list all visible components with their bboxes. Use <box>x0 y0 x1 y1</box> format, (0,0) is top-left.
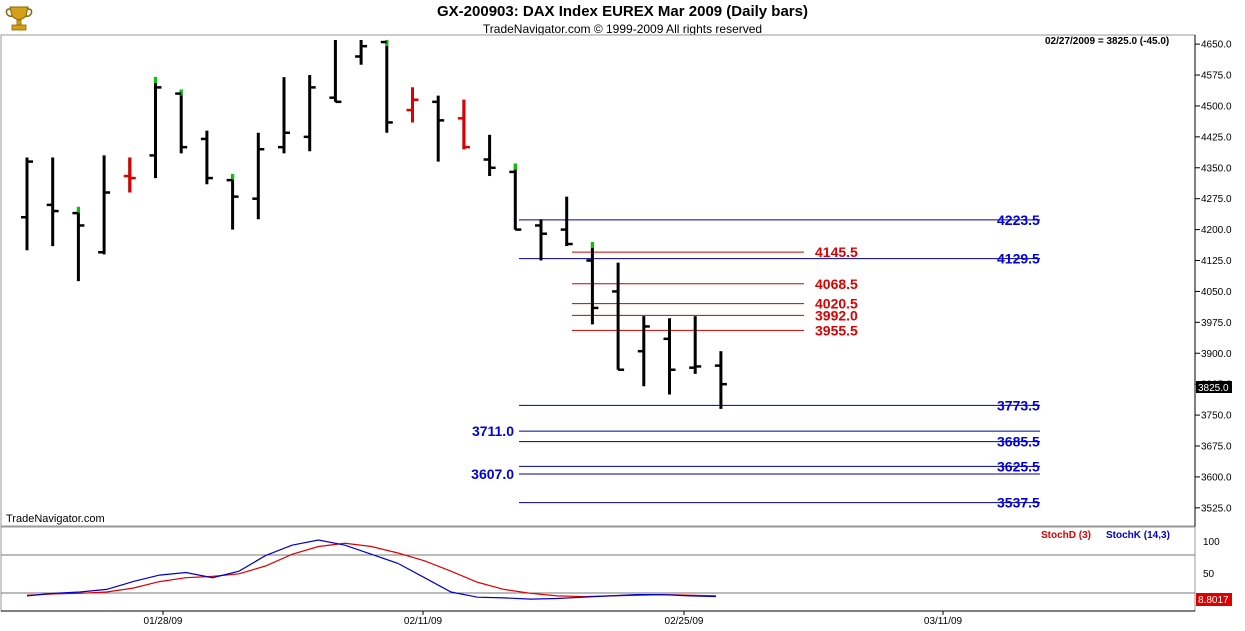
price-level-label: 3537.5 <box>997 495 1040 511</box>
ohlc-bar <box>637 316 650 387</box>
watermark-text: TradeNavigator.com <box>6 513 105 525</box>
ohlc-bar <box>21 157 33 251</box>
last-bar-readout: 02/27/2009 = 3825.0 (-45.0) <box>1045 36 1169 47</box>
price-level-label: 3685.5 <box>997 434 1040 450</box>
y-axis: 4650.0 4575.0 4500.0 4425.0 4350.0 4275.0 4200… <box>1195 40 1232 514</box>
y-tick-label: 4200.0 <box>1201 225 1232 236</box>
price-level-label: 3773.5 <box>997 397 1040 413</box>
ohlc-bar <box>98 155 111 255</box>
x-axis: 01/28/09 02/11/09 02/25/09 03/11/09 <box>144 611 963 627</box>
price-level-label: 4223.5 <box>997 212 1040 228</box>
trophy-logo-icon <box>4 3 34 33</box>
price-level-label: 4129.5 <box>997 251 1040 267</box>
ohlc-bar <box>560 196 573 247</box>
stochk-line <box>26 539 717 600</box>
y-tick-label: 4350.0 <box>1201 163 1232 174</box>
y-tick-label: 3975.0 <box>1201 318 1232 329</box>
stoch-tick-100: 100 <box>1203 537 1220 548</box>
price-level-label: 4145.5 <box>815 244 858 260</box>
price-level-label: 4068.5 <box>815 276 858 292</box>
ohlc-bar <box>226 173 239 230</box>
y-tick-label: 3900.0 <box>1201 349 1232 360</box>
y-tick-label: 4050.0 <box>1201 287 1232 298</box>
stochd-legend: StochD (3) <box>1041 530 1091 541</box>
x-tick-label: 02/11/09 <box>404 616 443 627</box>
x-tick-label: 02/25/09 <box>665 616 704 627</box>
ohlc-bar <box>535 219 547 261</box>
ohlc-bar <box>714 351 727 409</box>
ohlc-bar <box>406 87 419 123</box>
ohlc-bar <box>252 132 265 220</box>
ohlc-bar <box>149 77 162 179</box>
y-tick-label: 3600.0 <box>1201 472 1232 483</box>
stoch-last-value-badge <box>1196 593 1232 606</box>
y-tick-label: 4500.0 <box>1201 101 1232 112</box>
y-tick-label: 4650.0 <box>1201 40 1232 51</box>
ohlc-bar <box>663 318 676 395</box>
ohlc-bar <box>355 40 368 65</box>
stochk-legend: StochK (14,3) <box>1106 530 1170 541</box>
last-price-label: 3825.0 <box>1198 383 1229 394</box>
last-price-badge <box>1196 381 1232 393</box>
stoch-tick-50: 50 <box>1203 569 1215 580</box>
ohlc-bar <box>46 157 59 247</box>
price-levels: 4223.5 4129.5 4145.5 4068.5 4020.53992.03955… <box>471 212 1040 511</box>
price-level-label: 3625.5 <box>997 458 1040 474</box>
y-tick-label: 4575.0 <box>1201 71 1232 82</box>
ohlc-bar <box>329 40 342 104</box>
ohlc-bar <box>457 99 470 150</box>
stochastic-lines <box>26 539 717 600</box>
ohlc-bar <box>432 95 445 162</box>
ohlc-bar <box>278 77 290 154</box>
y-tick-label: 3525.0 <box>1201 503 1232 514</box>
y-tick-label: 4125.0 <box>1201 256 1232 267</box>
price-level-label: 3607.0 <box>471 466 514 482</box>
ohlc-bar <box>303 75 316 152</box>
ohlc-bar <box>175 89 188 154</box>
ohlc-bars <box>21 40 727 409</box>
ohlc-bar <box>483 134 496 177</box>
ohlc-bar <box>123 157 136 193</box>
stochd-line <box>26 542 717 598</box>
y-tick-label: 4275.0 <box>1201 194 1232 205</box>
x-tick-label: 01/28/09 <box>144 616 183 627</box>
y-tick-label: 3675.0 <box>1201 441 1232 452</box>
price-level-label: 3992.0 <box>815 307 858 323</box>
ohlc-bar <box>200 130 213 185</box>
indicator-pane-frame <box>0 526 1196 612</box>
y-tick-label: 4425.0 <box>1201 132 1232 143</box>
ohlc-bar <box>72 206 85 282</box>
ohlc-bar <box>612 262 625 371</box>
ohlc-bar <box>380 40 393 133</box>
price-level-label: 4020.5 <box>815 296 858 312</box>
price-level-label: 3711.0 <box>472 423 514 439</box>
ohlc-bar <box>586 241 599 325</box>
stoch-last-value: 8.8017 <box>1198 595 1229 606</box>
chart-title: GX-200903: DAX Index EUREX Mar 2009 (Dai… <box>437 3 808 20</box>
price-level-label: 3955.5 <box>815 322 858 338</box>
y-tick-label: 3750.0 <box>1201 411 1232 422</box>
chart-subtitle: TradeNavigator.com © 1999-2009 All right… <box>482 22 763 36</box>
ohlc-bar <box>689 316 702 374</box>
ohlc-bar <box>509 163 522 231</box>
x-tick-label: 03/11/09 <box>924 616 963 627</box>
